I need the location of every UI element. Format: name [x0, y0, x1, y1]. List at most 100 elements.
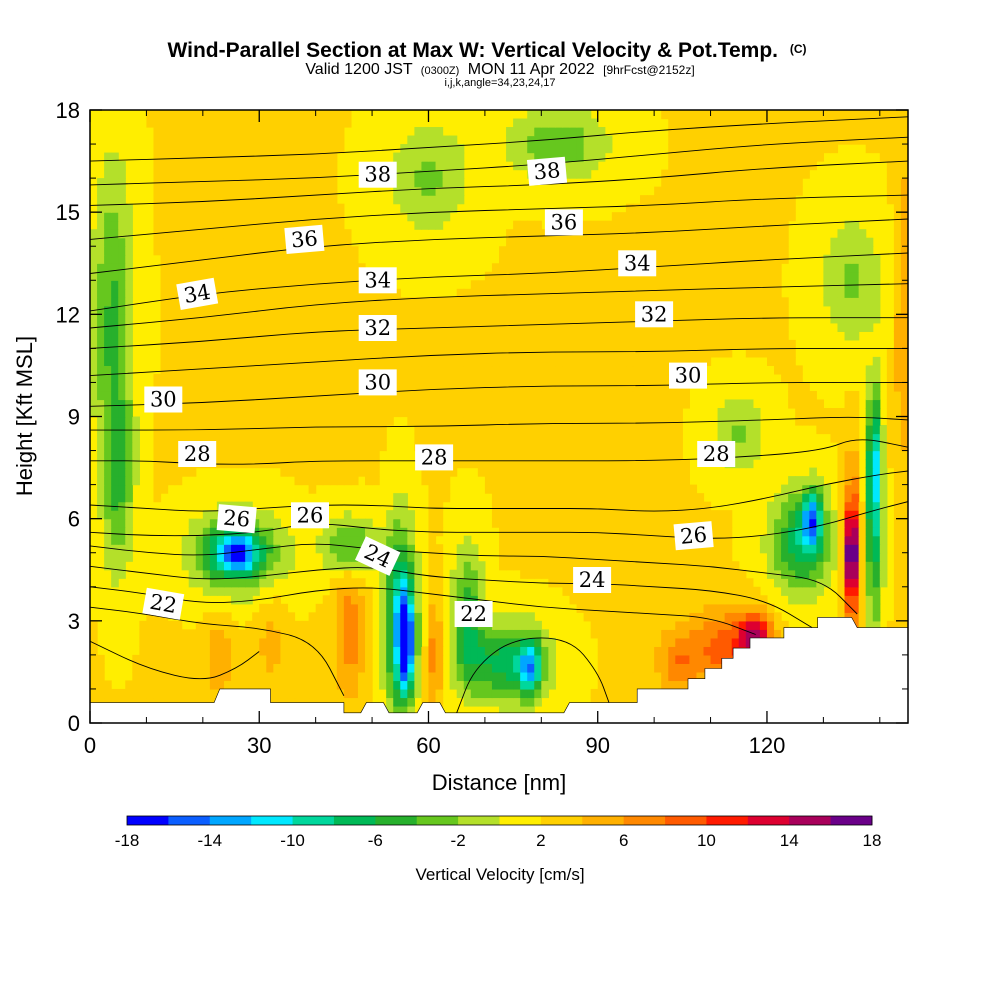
velocity-cell	[477, 578, 486, 588]
velocity-cell	[900, 535, 908, 545]
velocity-cell	[301, 663, 310, 673]
velocity-cell	[484, 442, 493, 452]
velocity-cell	[534, 680, 542, 690]
velocity-cell	[470, 697, 479, 707]
velocity-cell	[414, 305, 423, 315]
velocity-cell	[259, 382, 267, 392]
velocity-cell	[393, 518, 401, 528]
velocity-cell	[449, 390, 458, 401]
velocity-cell	[104, 297, 112, 307]
velocity-cell	[266, 552, 274, 562]
velocity-cell	[717, 561, 726, 571]
velocity-cell	[865, 578, 874, 588]
velocity-cell	[830, 544, 839, 554]
velocity-cell	[611, 688, 620, 699]
velocity-cell	[125, 527, 133, 537]
velocity-cell	[738, 322, 747, 332]
velocity-cell	[329, 407, 338, 418]
velocity-cell	[802, 510, 810, 520]
velocity-cell	[640, 595, 648, 605]
velocity-cell	[435, 578, 444, 588]
velocity-cell	[632, 586, 641, 596]
velocity-cell	[625, 527, 634, 537]
velocity-cell	[625, 595, 634, 605]
velocity-cell	[654, 586, 662, 596]
velocity-cell	[216, 527, 225, 537]
velocity-cell	[308, 356, 317, 367]
velocity-cell	[710, 297, 719, 307]
velocity-cell	[238, 646, 246, 656]
velocity-cell	[781, 322, 789, 332]
velocity-cell	[350, 680, 359, 690]
velocity-cell	[280, 603, 289, 613]
velocity-cell	[534, 646, 542, 656]
velocity-cell	[329, 629, 338, 639]
velocity-cell	[442, 467, 451, 477]
velocity-cell	[858, 527, 867, 537]
velocity-cell	[202, 271, 211, 281]
velocity-cell	[132, 442, 140, 452]
velocity-cell	[245, 416, 253, 426]
velocity-cell	[160, 671, 169, 682]
velocity-cell	[611, 425, 620, 435]
velocity-cell	[632, 637, 641, 647]
velocity-cell	[181, 263, 190, 273]
velocity-cell	[590, 425, 599, 435]
velocity-cell	[809, 535, 817, 545]
velocity-cell	[731, 442, 740, 452]
velocity-cell	[350, 331, 359, 341]
velocity-cell	[647, 280, 655, 290]
velocity-cell	[442, 390, 451, 401]
velocity-cell	[745, 246, 754, 256]
velocity-cell	[802, 518, 810, 528]
velocity-cell	[132, 654, 140, 664]
velocity-cell	[795, 407, 803, 418]
velocity-cell	[365, 697, 373, 707]
velocity-cell	[174, 246, 183, 256]
subtitle-forecast: [9hrFcst@2152z]	[603, 63, 695, 77]
velocity-cell	[167, 637, 176, 647]
velocity-cell	[231, 586, 239, 596]
velocity-cell	[632, 425, 641, 435]
velocity-cell	[188, 552, 197, 562]
velocity-cell	[590, 552, 599, 562]
velocity-cell	[343, 373, 352, 384]
velocity-cell	[837, 535, 846, 545]
velocity-cell	[484, 365, 493, 375]
velocity-cell	[287, 356, 296, 367]
velocity-cell	[703, 305, 712, 315]
velocity-cell	[562, 339, 571, 349]
velocity-cell	[132, 467, 140, 477]
velocity-cell	[435, 297, 444, 307]
velocity-cell	[357, 586, 366, 596]
velocity-cell	[590, 612, 599, 622]
velocity-cell	[774, 339, 782, 349]
velocity-cell	[654, 544, 662, 554]
velocity-cell	[865, 382, 874, 392]
velocity-cell	[802, 595, 810, 605]
velocity-cell	[315, 399, 324, 409]
velocity-cell	[562, 518, 571, 528]
velocity-cell	[449, 646, 458, 656]
velocity-cell	[886, 425, 895, 435]
velocity-cell	[287, 254, 296, 264]
velocity-cell	[661, 442, 669, 452]
velocity-cell	[259, 663, 267, 673]
velocity-cell	[640, 476, 648, 486]
velocity-cell	[336, 314, 345, 324]
velocity-cell	[470, 399, 479, 409]
velocity-cell	[844, 501, 853, 511]
velocity-cell	[520, 305, 528, 315]
velocity-cell	[879, 425, 888, 435]
velocity-cell	[456, 331, 465, 341]
velocity-cell	[252, 246, 260, 256]
velocity-cell	[654, 535, 662, 545]
velocity-cell	[795, 518, 803, 528]
velocity-cell	[562, 501, 571, 511]
velocity-cell	[661, 510, 669, 520]
velocity-cell	[668, 493, 676, 503]
velocity-cell	[400, 544, 408, 554]
velocity-cell	[322, 246, 331, 256]
velocity-cell	[188, 467, 197, 477]
